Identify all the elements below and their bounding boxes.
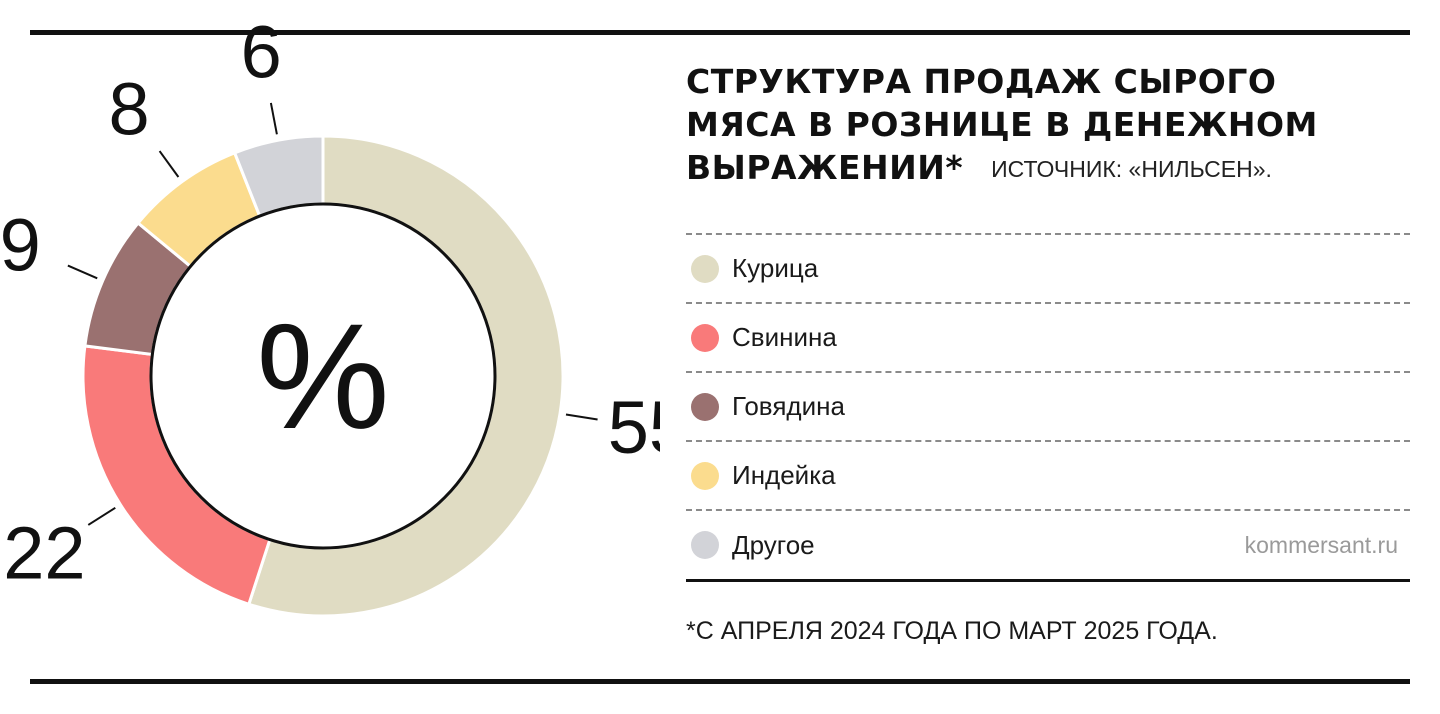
legend-swatch-pork: [691, 323, 719, 352]
slice-value-chicken: 55: [608, 386, 660, 469]
legend: Курица Свинина Говядина Индейка Другое k…: [686, 233, 1410, 582]
top-rule: [30, 30, 1410, 35]
title-line-3-text: ВЫРАЖЕНИИ*: [686, 148, 964, 187]
leader-line-beef: [67, 264, 98, 280]
leader-line-turkey: [158, 150, 180, 178]
title-line-2: МЯСА В РОЗНИЦЕ В ДЕНЕЖНОМ: [686, 105, 1318, 144]
legend-swatch-beef: [691, 392, 719, 421]
legend-item-chicken: Курица: [686, 233, 1410, 302]
donut-slice-pork: [81, 344, 272, 607]
leader-lines: [67, 102, 598, 526]
legend-label-turkey: Индейка: [732, 460, 836, 490]
legend-item-pork: Свинина: [686, 302, 1410, 371]
legend-label-other: Другое: [732, 529, 815, 560]
legend-swatch-other: [691, 531, 719, 559]
footnote: *С АПРЕЛЯ 2024 ГОДА ПО МАРТ 2025 ГОДА.: [686, 617, 1218, 645]
leader-line-other: [269, 102, 278, 135]
chart-title: СТРУКТУРА ПРОДАЖ СЫРОГО МЯСА В РОЗНИЦЕ В…: [686, 60, 1386, 191]
donut-slices: [81, 134, 565, 618]
inner-ring: [149, 202, 497, 550]
slice-value-beef: 9: [0, 203, 41, 286]
slice-value-pork: 22: [3, 511, 85, 594]
legend-item-turkey: Индейка: [686, 440, 1410, 509]
legend-label-beef: Говядина: [732, 391, 845, 421]
title-line-3: ВЫРАЖЕНИИ* ИСТОЧНИК: «НИЛЬСЕН».: [686, 146, 1386, 191]
source-note: ИСТОЧНИК: «НИЛЬСЕН».: [991, 156, 1272, 182]
legend-item-other: Другое kommersant.ru: [686, 509, 1410, 582]
center-percent-symbol: %: [256, 292, 389, 460]
site-credit[interactable]: kommersant.ru: [1244, 531, 1398, 558]
leader-line-pork: [87, 506, 116, 526]
legend-swatch-turkey: [691, 461, 719, 490]
slice-labels: 55 22 98 6: [0, 10, 660, 594]
legend-item-beef: Говядина: [686, 371, 1410, 440]
leader-line-chicken: [565, 413, 598, 421]
slice-value-turkey: 8: [108, 68, 149, 151]
legend-label-chicken: Курица: [732, 253, 819, 283]
legend-label-pork: Свинина: [732, 322, 837, 352]
legend-swatch-chicken: [691, 254, 719, 283]
slice-value-other: 6: [241, 10, 282, 93]
bottom-rule: [30, 679, 1410, 684]
title-line-1: СТРУКТУРА ПРОДАЖ СЫРОГО: [686, 62, 1277, 101]
donut-chart: 55 22 98 6 %: [0, 10, 660, 618]
